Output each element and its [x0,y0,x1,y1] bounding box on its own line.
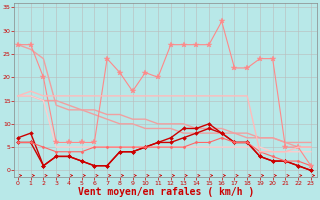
X-axis label: Vent moyen/en rafales ( km/h ): Vent moyen/en rafales ( km/h ) [77,187,254,197]
